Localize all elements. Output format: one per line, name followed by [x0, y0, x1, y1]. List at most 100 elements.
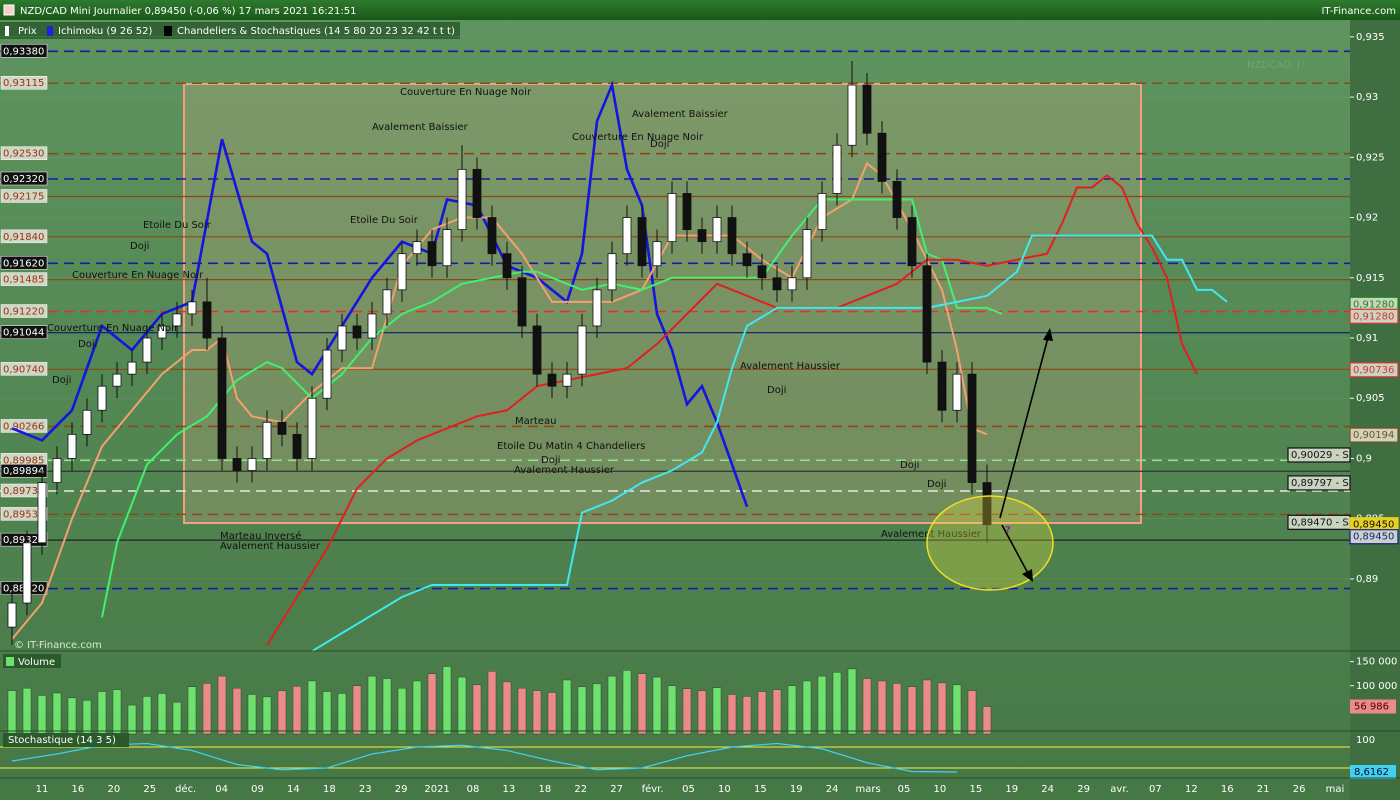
pattern-label: Doji — [767, 385, 786, 396]
level-label-bg — [0, 75, 48, 90]
candle-body — [412, 241, 422, 255]
volume-bar — [697, 690, 707, 735]
candle-body — [82, 409, 92, 435]
x-tick-label: 08 — [467, 784, 480, 795]
price-tag: 0,90194 — [1353, 430, 1394, 441]
volume-bar — [472, 684, 482, 735]
x-tick-label: 19 — [790, 784, 803, 795]
candle-body — [187, 301, 197, 315]
title: NZD/CAD Mini Journalier 0,89450 (-0,06 %… — [20, 6, 357, 17]
candle-body — [742, 253, 752, 267]
arrow — [1001, 524, 1031, 578]
candle-body — [337, 325, 347, 351]
volume-bar — [97, 691, 107, 735]
legend-item: Ichimoku (9 26 52) — [58, 26, 152, 37]
pattern-label: Marteau Inversé — [220, 530, 301, 542]
volume-bar — [457, 676, 467, 735]
candle-body — [727, 217, 737, 255]
volume-bar — [562, 679, 572, 735]
x-tick-label: 05 — [898, 784, 911, 795]
y-tick-label: 0,91 — [1356, 333, 1378, 344]
level-label: 0,91620 — [3, 258, 44, 269]
panel-label: Volume — [18, 657, 55, 668]
volume-bar — [412, 680, 422, 735]
level-label-bg — [0, 44, 48, 58]
x-tick-label: 13 — [503, 784, 516, 795]
volume-bar — [502, 681, 512, 735]
candle-body — [472, 168, 482, 218]
volume-bar — [82, 699, 92, 735]
candle-body — [172, 313, 182, 327]
volume-bar — [112, 689, 122, 735]
volume-bar — [232, 687, 242, 735]
volume-bar — [22, 687, 32, 735]
volume-bar — [982, 706, 992, 735]
x-tick-label: 11 — [36, 784, 49, 795]
candle-body — [292, 433, 302, 459]
volume-bar — [7, 690, 17, 735]
volume-bar — [967, 690, 977, 735]
level-label: 0,91485 — [3, 275, 44, 286]
level-label: 0,90740 — [3, 364, 44, 375]
candle-body — [982, 482, 992, 526]
x-tick-label: 20 — [107, 784, 120, 795]
x-tick-label: févr. — [642, 783, 664, 795]
level-label-bg — [0, 483, 48, 498]
x-tick-label: avr. — [1110, 784, 1128, 795]
y-tick-label: 0,9 — [1356, 453, 1372, 464]
volume-bar — [187, 686, 197, 735]
volume-tag-bg — [1350, 699, 1396, 714]
candle-body — [37, 482, 47, 544]
candle-body — [757, 265, 767, 279]
level-label: 0,93380 — [3, 46, 44, 57]
volume-bar — [667, 685, 677, 735]
volume-bar — [862, 678, 872, 735]
pattern-label: Avalement Haussier — [514, 465, 615, 476]
candle-body — [7, 602, 17, 628]
x-tick-label: 04 — [215, 784, 228, 795]
level-label-bg — [0, 463, 48, 478]
axis-area — [1350, 20, 1400, 800]
candle-body — [382, 289, 392, 315]
volume-bar — [892, 683, 902, 735]
candle-body — [487, 217, 497, 255]
legend-item: Chandeliers & Stochastiques (14 5 80 20 … — [177, 26, 455, 37]
candle-body — [112, 373, 122, 387]
highlight — [926, 495, 1054, 591]
candle-body — [547, 373, 557, 387]
level-label: 0,90266 — [3, 421, 44, 432]
price-tag: 0,91280 — [1353, 299, 1394, 310]
pattern-label: Etoile Du Soir — [143, 220, 212, 231]
x-tick-label: 18 — [538, 784, 551, 795]
indicator-line — [11, 161, 988, 640]
level-label-bg — [0, 256, 48, 270]
volume-bar — [427, 673, 437, 735]
volume-bar — [442, 666, 452, 735]
candle-body — [967, 373, 977, 483]
legend-bar — [0, 22, 460, 39]
volume-bar — [67, 697, 77, 735]
x-tick-label: 15 — [969, 784, 982, 795]
candle-body — [397, 253, 407, 291]
level-label: 0,92175 — [3, 191, 44, 202]
volume-bar — [277, 690, 287, 735]
pattern-label: Couverture En Nuage Noir — [572, 132, 704, 143]
stochastic-tag-bg — [1350, 764, 1396, 779]
volume-bar — [322, 691, 332, 735]
volume-bar — [532, 690, 542, 735]
y-tick-label: 100 000 — [1356, 681, 1397, 692]
volume-bar — [352, 685, 362, 735]
price-tag-bg — [1349, 308, 1399, 324]
volume-bar — [307, 680, 317, 735]
candle-body — [352, 325, 362, 339]
question-mark: ? — [1005, 525, 1011, 536]
pattern-label: Doji — [541, 455, 560, 466]
x-tick-label: 21 — [1257, 784, 1270, 795]
candle-body — [217, 337, 227, 459]
candle-body — [67, 433, 77, 459]
volume-bar — [367, 675, 377, 735]
x-tick-label: 27 — [610, 784, 623, 795]
volume-bar — [937, 682, 947, 735]
